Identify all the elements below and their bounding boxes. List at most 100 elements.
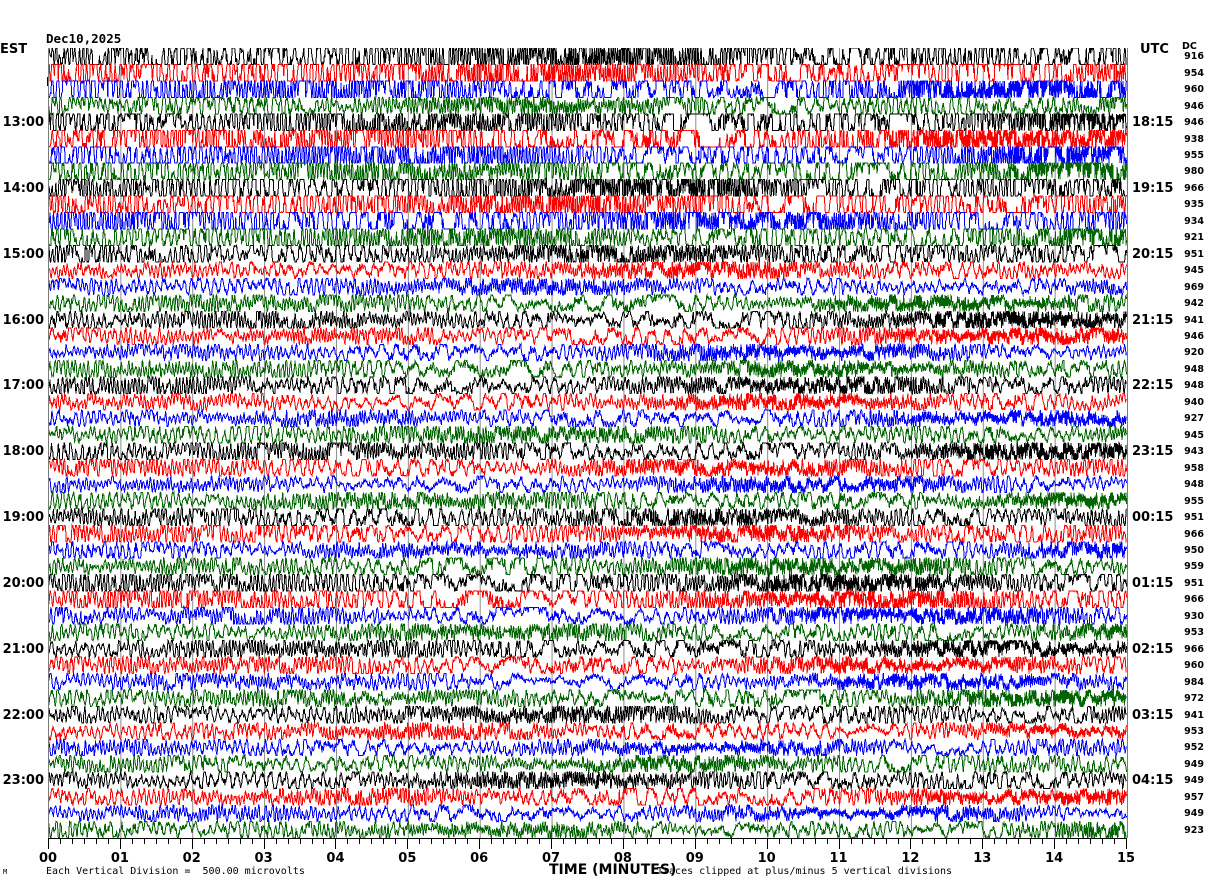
footer-scale-note: Each Vertical Division = 500.00 microvol… <box>46 866 305 877</box>
minute-label: 10 <box>757 851 776 866</box>
dc-value: 930 <box>1184 610 1204 622</box>
minor-tick <box>203 838 205 844</box>
left-timezone-label: EST <box>0 42 28 57</box>
major-tick <box>982 838 984 849</box>
minor-tick <box>575 838 577 844</box>
major-tick <box>551 838 553 849</box>
minor-tick <box>634 838 636 844</box>
dc-value: 958 <box>1184 462 1204 474</box>
minor-tick <box>1006 838 1008 844</box>
footer-clip-note: Traces clipped at plus/minus 5 vertical … <box>657 866 953 877</box>
minor-tick <box>730 838 732 844</box>
dc-value: 969 <box>1184 281 1204 293</box>
left-hour-label: 21:00 <box>2 641 44 657</box>
minor-tick <box>1030 838 1032 844</box>
minor-tick <box>1090 838 1092 844</box>
header-date: Dec10,2025 <box>46 31 122 47</box>
right-hour-label: 18:15 <box>1132 115 1174 131</box>
major-tick <box>766 838 768 849</box>
major-tick <box>838 838 840 849</box>
minor-tick <box>706 838 708 844</box>
minor-tick <box>1078 838 1080 844</box>
minor-tick <box>994 838 996 844</box>
time-axis-ticks <box>48 838 1127 850</box>
minor-tick <box>455 838 457 844</box>
left-hour-label: 18:00 <box>2 444 44 460</box>
dc-value: 966 <box>1184 594 1204 606</box>
minute-label: 02 <box>182 851 201 866</box>
dc-value: 948 <box>1184 380 1204 392</box>
minor-tick <box>922 838 924 844</box>
dc-value: 953 <box>1184 627 1204 639</box>
minor-tick <box>826 838 828 844</box>
right-timezone-label: UTC <box>1140 42 1169 57</box>
minor-tick <box>646 838 648 844</box>
dc-value: 949 <box>1184 808 1204 820</box>
dc-value: 948 <box>1184 363 1204 375</box>
minor-tick <box>778 838 780 844</box>
major-tick <box>119 838 121 849</box>
major-tick <box>191 838 193 849</box>
dc-value: 941 <box>1184 314 1204 326</box>
minor-tick <box>1114 838 1116 844</box>
minor-tick <box>598 838 600 844</box>
minute-label: 09 <box>685 851 704 866</box>
minor-tick <box>443 838 445 844</box>
dc-value: 960 <box>1184 84 1204 96</box>
dc-value: 949 <box>1184 775 1204 787</box>
right-hour-label: 00:15 <box>1132 510 1174 526</box>
left-hour-label: 23:00 <box>2 773 44 789</box>
major-tick <box>479 838 481 849</box>
dc-value: 948 <box>1184 479 1204 491</box>
dc-value: 984 <box>1184 676 1204 688</box>
minute-label: 00 <box>38 851 58 866</box>
dc-value: 921 <box>1184 232 1204 244</box>
major-tick <box>694 838 696 849</box>
left-hour-label: 13:00 <box>2 115 44 131</box>
right-hour-label: 02:15 <box>1132 641 1174 657</box>
minor-tick <box>886 838 888 844</box>
dc-value: 957 <box>1184 791 1204 803</box>
major-tick <box>1054 838 1056 849</box>
minor-tick <box>59 838 61 844</box>
dc-value: 945 <box>1184 265 1204 277</box>
minute-label: 04 <box>326 851 345 866</box>
minor-tick <box>970 838 972 844</box>
minor-tick <box>802 838 804 844</box>
minor-tick <box>958 838 960 844</box>
dc-value: 945 <box>1184 429 1204 441</box>
minor-tick <box>934 838 936 844</box>
right-hour-label: 23:15 <box>1132 444 1174 460</box>
dc-value: 951 <box>1184 248 1204 260</box>
minor-tick <box>491 838 493 844</box>
dc-value: 952 <box>1184 742 1204 754</box>
dc-value: 940 <box>1184 396 1204 408</box>
minor-tick <box>323 838 325 844</box>
seismogram-plot-area[interactable] <box>48 48 1128 838</box>
minor-tick <box>143 838 145 844</box>
minor-tick <box>299 838 301 844</box>
minor-tick <box>431 838 433 844</box>
dc-value: 953 <box>1184 726 1204 738</box>
minute-label: 05 <box>398 851 417 866</box>
x-axis-title: TIME (MINUTES) <box>549 862 677 878</box>
axis-baseline <box>48 838 1126 839</box>
minor-tick <box>311 838 313 844</box>
major-tick <box>622 838 624 849</box>
minor-tick <box>251 838 253 844</box>
dc-value: 966 <box>1184 182 1204 194</box>
right-hour-label: 22:15 <box>1132 378 1174 394</box>
right-hour-label: 01:15 <box>1132 575 1174 591</box>
minute-label: 08 <box>613 851 632 866</box>
right-hour-label: 20:15 <box>1132 246 1174 262</box>
left-hour-label: 14:00 <box>2 180 44 196</box>
minor-tick <box>814 838 816 844</box>
minor-tick <box>239 838 241 844</box>
dc-value: 923 <box>1184 824 1204 836</box>
dc-value: 916 <box>1184 51 1204 63</box>
minor-tick <box>754 838 756 844</box>
left-hour-label: 19:00 <box>2 510 44 526</box>
major-tick <box>407 838 409 849</box>
left-hour-label: 15:00 <box>2 246 44 262</box>
minor-tick <box>419 838 421 844</box>
